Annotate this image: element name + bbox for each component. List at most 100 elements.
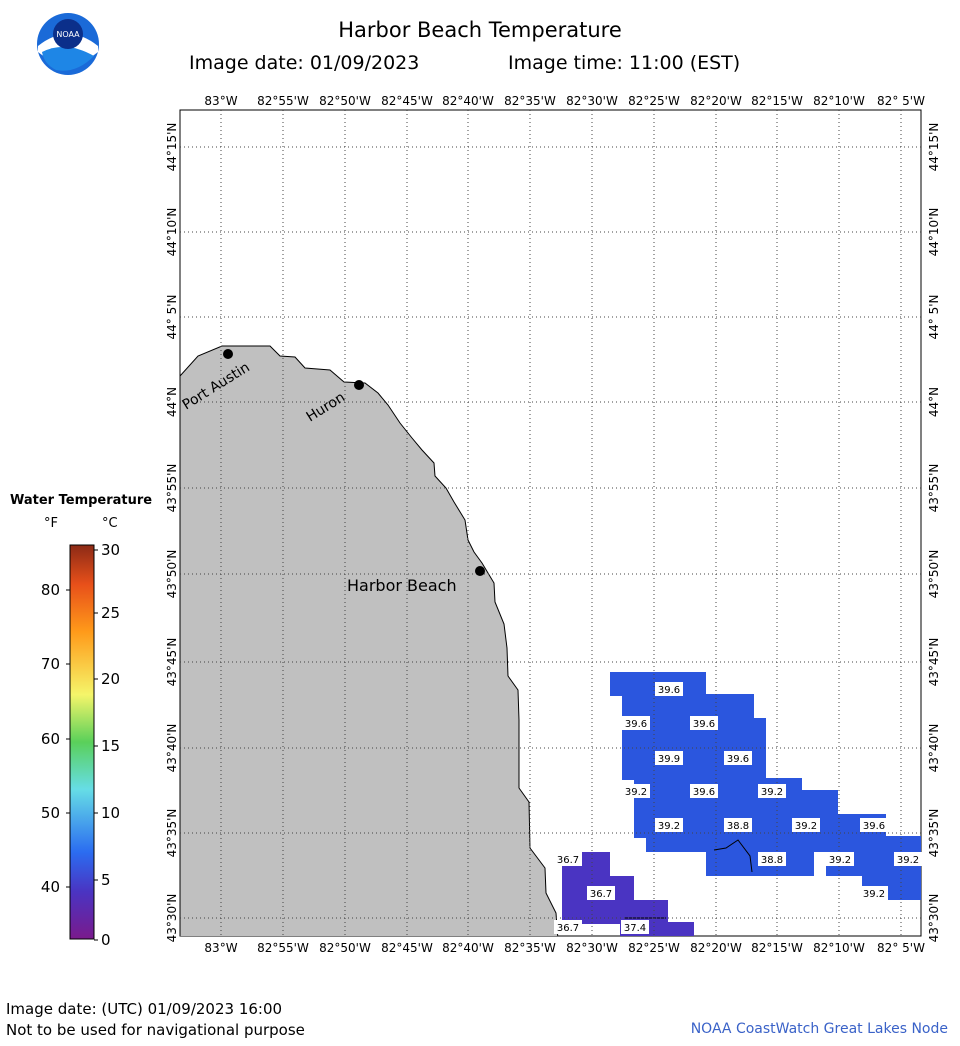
longitude-label: 82°55'W <box>257 941 309 955</box>
temperature-label: 39.6 <box>693 719 715 730</box>
celsius-tick: 0 <box>101 931 111 949</box>
latitude-label: 44°15'N <box>165 123 179 172</box>
latitude-label: 43°50'N <box>927 550 941 599</box>
longitude-label: 82°10'W <box>813 94 865 108</box>
temperature-label: 39.2 <box>761 787 783 798</box>
port-austin-marker <box>223 349 233 359</box>
latitude-labels-right: 44°15'N 44°10'N 44° 5'N 44°N 43°55'N 43°50'N 4… <box>927 123 941 943</box>
longitude-label: 82°25'W <box>628 94 680 108</box>
temperature-label: 39.2 <box>863 889 885 900</box>
harbor-beach-marker <box>475 566 485 576</box>
temperature-label: 36.7 <box>590 889 612 900</box>
legend-title: Water Temperature <box>10 493 153 508</box>
temperature-label: 39.2 <box>625 787 647 798</box>
longitude-label: 82°25'W <box>628 941 680 955</box>
temperature-label: 39.2 <box>829 855 851 866</box>
temperature-label: 39.6 <box>863 821 885 832</box>
temperature-label: 39.2 <box>897 855 919 866</box>
longitude-label: 82°10'W <box>813 941 865 955</box>
footer-credit: NOAA CoastWatch Great Lakes Node <box>690 1021 948 1037</box>
temperature-label-bg <box>655 682 683 696</box>
longitude-label: 82°50'W <box>319 94 371 108</box>
temperature-label-bg <box>554 852 582 866</box>
longitude-label: 82°40'W <box>442 94 494 108</box>
temperature-label-bg <box>724 818 752 832</box>
temperature-label: 38.8 <box>761 855 783 866</box>
latitude-label: 44°N <box>927 387 941 417</box>
temperature-label-bg <box>758 784 786 798</box>
latitude-label: 43°35'N <box>165 809 179 858</box>
temperature-label: 37.4 <box>624 923 646 934</box>
temperature-label-bg <box>860 886 888 900</box>
celsius-tick: 5 <box>101 871 111 889</box>
longitude-label: 83°W <box>204 94 237 108</box>
temperature-label: 39.6 <box>727 754 749 765</box>
temperature-label-bg <box>690 716 718 730</box>
fahrenheit-tick: 80 <box>41 581 60 599</box>
latitude-label: 44°15'N <box>927 123 941 172</box>
latitude-label: 43°55'N <box>927 464 941 513</box>
longitude-label: 82°20'W <box>690 94 742 108</box>
latitude-label: 43°40'N <box>165 724 179 773</box>
latitude-label: 44°10'N <box>927 208 941 257</box>
fahrenheit-tick: 50 <box>41 804 60 822</box>
water-temperature-cells <box>610 672 921 900</box>
latitude-label: 44°10'N <box>165 208 179 257</box>
longitude-label: 82°45'W <box>381 941 433 955</box>
longitude-label: 82°30'W <box>566 941 618 955</box>
celsius-tick: 15 <box>101 737 120 755</box>
longitude-label: 82°55'W <box>257 94 309 108</box>
temperature-label-bg <box>622 716 650 730</box>
land-area <box>180 345 559 936</box>
temperature-label: 39.6 <box>693 787 715 798</box>
temperature-label-bg <box>587 886 615 900</box>
temperature-labels: 39.6 39.6 39.6 39.9 39.6 39.2 39.6 39.2 39.2 38.8… <box>554 682 922 934</box>
huron-marker <box>354 380 364 390</box>
latitude-label: 43°30'N <box>165 894 179 943</box>
temperature-label-bg <box>622 784 650 798</box>
latitude-label: 43°50'N <box>165 550 179 599</box>
footer-disclaimer: Not to be used for navigational purpose <box>6 1021 305 1039</box>
temperature-label: 39.2 <box>795 821 817 832</box>
longitude-label: 82°35'W <box>504 941 556 955</box>
longitude-label: 82°15'W <box>751 94 803 108</box>
longitude-labels-bottom: 83°W 82°55'W 82°50'W 82°45'W 82°40'W 82°35'W 8… <box>204 941 925 955</box>
latitude-label: 44° 5'N <box>927 295 941 340</box>
temperature-label-bg <box>860 818 888 832</box>
temperature-label-bg <box>655 818 683 832</box>
latitude-label: 43°55'N <box>165 464 179 513</box>
longitude-label: 82°40'W <box>442 941 494 955</box>
longitude-label: 82°35'W <box>504 94 556 108</box>
latitude-labels-left: 44°15'N 44°10'N 44° 5'N 44°N 43°55'N 43°50'N 4… <box>165 123 179 943</box>
image-date: Image date: 01/09/2023 <box>189 52 420 74</box>
temperature-label: 39.2 <box>658 821 680 832</box>
map-title: Harbor Beach Temperature <box>338 18 622 42</box>
fahrenheit-tick: 40 <box>41 878 60 896</box>
temperature-color-bar <box>69 544 95 940</box>
temperature-label-bg <box>690 784 718 798</box>
temperature-label: 39.6 <box>658 685 680 696</box>
temperature-label-bg <box>894 852 922 866</box>
fahrenheit-tick: 70 <box>41 655 60 673</box>
longitude-label: 82° 5'W <box>877 941 925 955</box>
temperature-label-bg <box>792 818 820 832</box>
temperature-label-bg <box>724 751 752 765</box>
celsius-tick: 30 <box>101 541 120 559</box>
lat-lon-grid <box>180 110 921 936</box>
temperature-label-bg <box>655 751 683 765</box>
temperature-label-bg <box>554 920 582 934</box>
celsius-tick: 20 <box>101 670 120 688</box>
longitude-label: 83°W <box>204 941 237 955</box>
temperature-label: 39.6 <box>625 719 647 730</box>
latitude-label: 43°45'N <box>165 638 179 687</box>
temperature-label-bg <box>758 852 786 866</box>
longitude-label: 82°15'W <box>751 941 803 955</box>
temperature-label-bg <box>621 920 649 934</box>
temperature-label: 36.7 <box>557 855 579 866</box>
latitude-label: 44°N <box>165 387 179 417</box>
legend-unit-c: °C <box>102 516 118 531</box>
fahrenheit-tick: 60 <box>41 730 60 748</box>
latitude-label: 43°40'N <box>927 724 941 773</box>
